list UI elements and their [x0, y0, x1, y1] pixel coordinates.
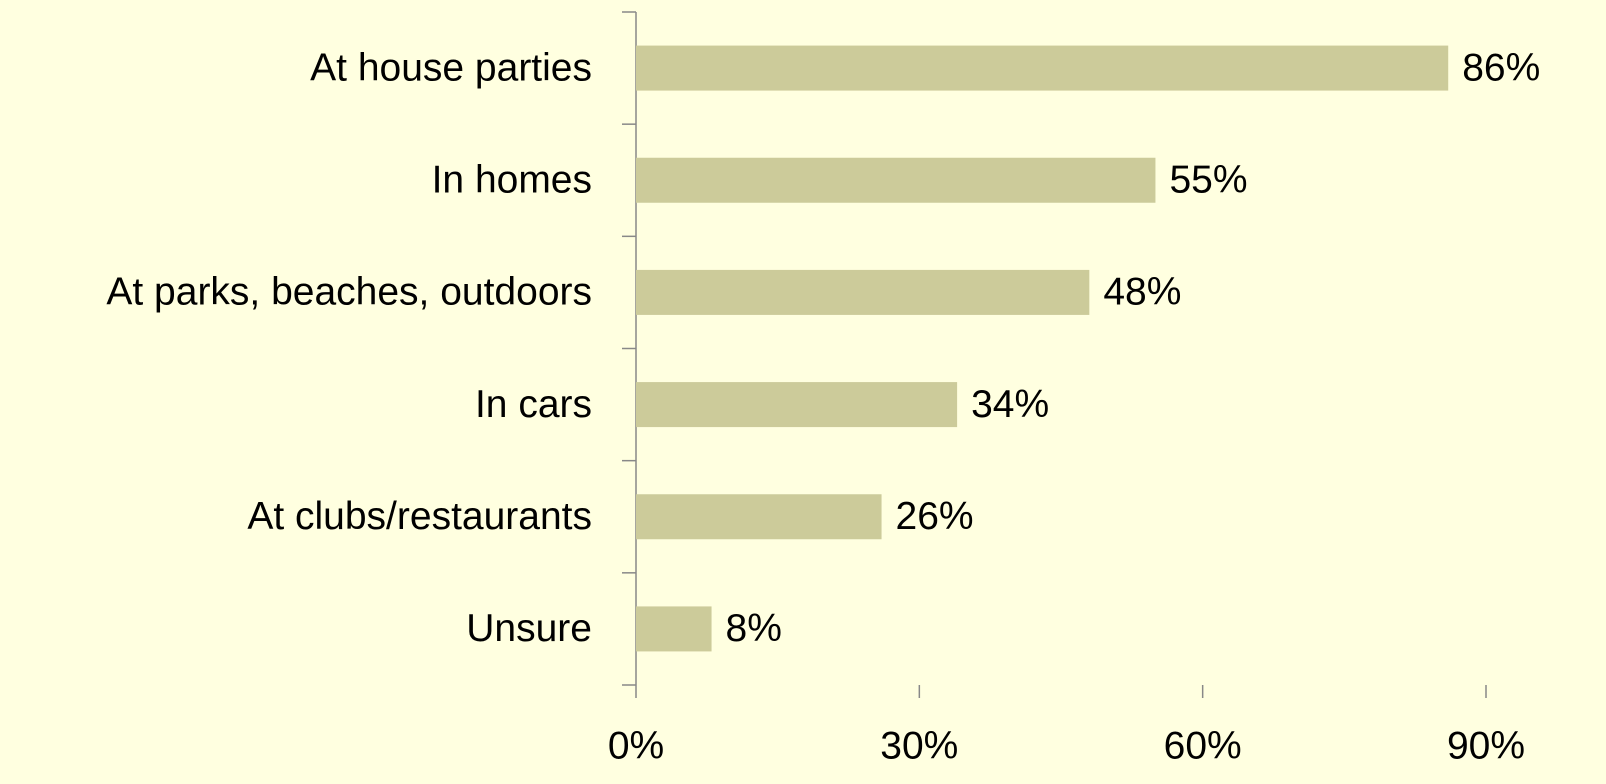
value-label: 8% [726, 607, 782, 650]
value-label: 55% [1169, 159, 1247, 202]
bar [636, 269, 1090, 315]
category-label: At parks, beaches, outdoors [106, 271, 592, 314]
x-tick-label: 0% [608, 724, 664, 767]
bar [636, 494, 882, 540]
bar [636, 382, 958, 428]
category-label: In homes [432, 159, 592, 202]
bar [636, 45, 1449, 91]
x-tick-label: 30% [880, 724, 958, 767]
x-tick-label: 90% [1447, 724, 1525, 767]
value-label: 26% [896, 495, 974, 538]
value-label: 48% [1103, 271, 1181, 314]
bar [636, 157, 1156, 203]
category-label: At house parties [310, 46, 592, 89]
x-tick-label: 60% [1164, 724, 1242, 767]
category-label: At clubs/restaurants [247, 495, 592, 538]
value-label: 86% [1462, 46, 1540, 89]
category-label: In cars [475, 383, 592, 426]
value-label: 34% [971, 383, 1049, 426]
category-label: Unsure [466, 607, 592, 650]
bar [636, 606, 712, 652]
